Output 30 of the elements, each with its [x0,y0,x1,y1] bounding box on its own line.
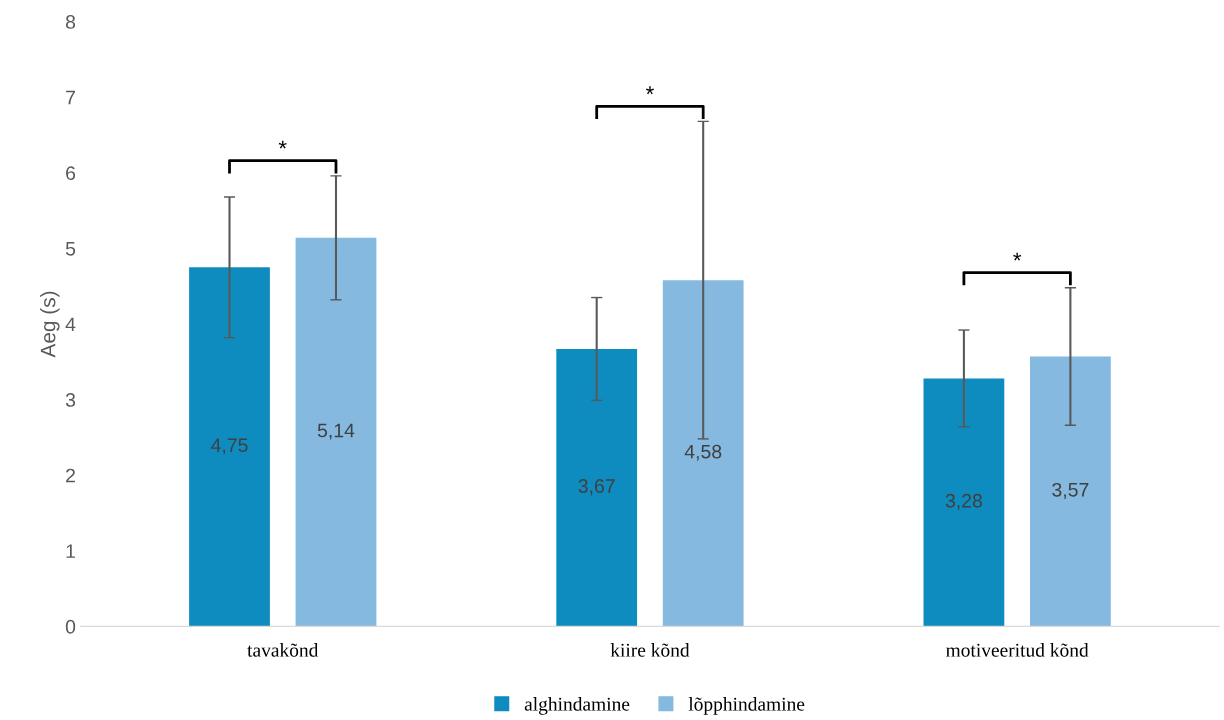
data-label: 3,67 [578,479,615,496]
annotation: * [278,140,287,149]
y-tick-label: 2 [66,468,75,483]
y-axis-title: Aeg (s) [40,291,60,358]
y-tick-label: 5 [65,242,76,256]
annotation: * [1013,252,1022,261]
bar [189,267,270,627]
bar [923,378,1005,627]
y-tick-label: 4 [65,317,76,332]
annotation: * [645,86,654,95]
bar [556,348,638,627]
y-tick-label: 1 [66,544,75,558]
x-tick-label: motiveeritud kõnd [946,643,1089,657]
legend-label: alghindamine [524,697,630,715]
data-label: 3,28 [945,493,982,510]
data-label: 3,57 [1052,482,1089,499]
x-tick-label: kiire kõnd [610,643,690,657]
legend-label: lõpphindamine [688,697,805,715]
data-label: 4,75 [211,438,248,455]
y-tick-label: 7 [66,90,75,105]
y-tick-label: 8 [65,15,76,29]
y-tick-label: 6 [66,166,76,181]
bar [295,237,377,627]
bar [662,280,744,627]
x-tick-label: tavakõnd [247,643,319,657]
y-tick-label: 3 [65,393,76,407]
data-label: 4,58 [684,444,722,461]
data-label: 5,14 [317,423,355,440]
y-tick-label: 0 [65,619,76,634]
bar [1030,356,1111,627]
